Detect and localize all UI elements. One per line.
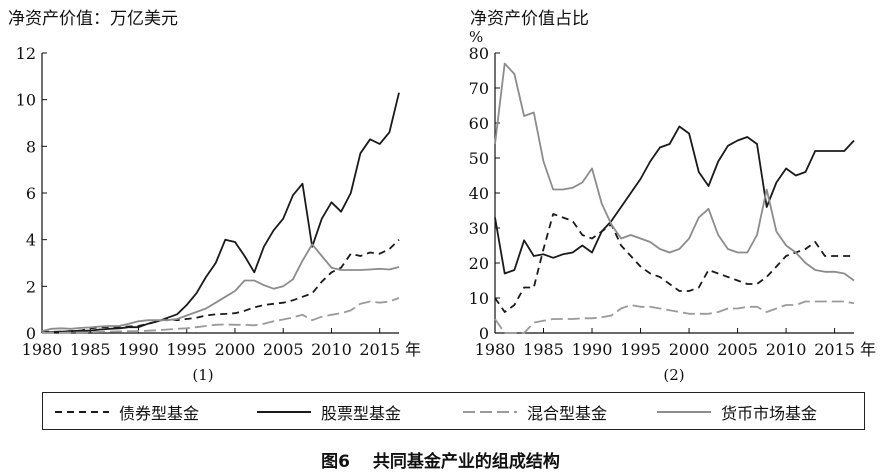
right-y-tick-label: 60 — [469, 114, 489, 133]
left-series-line-2 — [42, 297, 400, 334]
left-series-line-1 — [42, 92, 400, 334]
legend-item-equity: 股票型基金 — [255, 401, 401, 423]
right-x-tick-label: 2010 — [766, 340, 807, 359]
left-y-tick-label: 6 — [26, 184, 36, 203]
left-y-tick-label: 2 — [26, 277, 36, 296]
figure-caption: 图6 共同基金产业的组成结构 — [321, 452, 560, 472]
left-series-line-0 — [42, 239, 400, 333]
right-series-line-2 — [494, 300, 855, 334]
right-y-tick-label: 50 — [469, 149, 489, 168]
right-x-tick-label: 1995 — [620, 340, 661, 359]
right-series-line-0 — [494, 213, 854, 313]
left-y-tick-label: 10 — [16, 91, 36, 110]
right-chart-y-unit: % — [469, 28, 484, 46]
right-y-tick-label: 10 — [469, 289, 489, 308]
left-x-tick-label: 1990 — [118, 340, 159, 359]
left-chart-y-axis-label: 净资产价值：万亿美元 — [8, 9, 178, 29]
legend-swatch-bond — [55, 411, 109, 413]
right-x-tick-label: 1980 — [475, 340, 516, 359]
right-x-axis-label: 年 — [860, 340, 876, 359]
legend-label-hybrid: 混合型基金 — [527, 404, 608, 423]
right-chart: 0 10 20 30 40 50 60 70 80 1980 1985 1990 1995 2000 200… — [469, 44, 876, 359]
left-x-axis-label: 年 — [405, 340, 421, 359]
left-x-tick-label: 2010 — [311, 340, 352, 359]
right-x-tick-label: 1985 — [523, 340, 564, 359]
right-chart-y-axis-label: 净资产价值占比 — [470, 9, 589, 29]
right-y-tick-label: 20 — [469, 254, 489, 273]
right-x-tick-label: 1990 — [572, 340, 613, 359]
left-x-tick-label: 2000 — [215, 340, 256, 359]
right-x-tick-label: 2000 — [669, 340, 710, 359]
left-x-tick-label: 2005 — [263, 340, 304, 359]
left-x-tick-label: 1995 — [166, 340, 207, 359]
legend-label-equity: 股票型基金 — [321, 404, 402, 423]
right-y-tick-label: 0 — [479, 324, 489, 343]
right-series-line-1 — [494, 125, 855, 275]
right-x-tick-label: 2005 — [717, 340, 758, 359]
right-y-tick-label: 80 — [469, 44, 489, 63]
left-chart: 0 2 4 6 8 10 12 1980 1985 1990 1995 2000 2005 2010 201… — [16, 44, 421, 359]
legend-item-money-market: 货币市场基金 — [655, 401, 817, 423]
legend: 债券型基金 股票型基金 混合型基金 货币市场基金 — [42, 392, 865, 430]
legend-label-money-market: 货币市场基金 — [721, 404, 818, 423]
legend-item-hybrid: 混合型基金 — [461, 401, 607, 423]
legend-label-bond: 债券型基金 — [119, 404, 200, 423]
right-y-tick-label: 40 — [469, 184, 489, 203]
right-chart-subtitle: (2) — [663, 366, 685, 384]
legend-swatch-money-market — [657, 411, 711, 413]
left-chart-subtitle: (1) — [192, 366, 214, 384]
left-x-tick-label: 1985 — [70, 340, 111, 359]
left-series-line-3 — [41, 243, 400, 332]
legend-swatch-equity — [257, 411, 311, 413]
left-y-tick-label: 0 — [26, 324, 36, 343]
right-y-tick-label: 30 — [469, 219, 489, 238]
left-y-tick-label: 4 — [26, 231, 36, 250]
left-x-tick-label: 2015 — [359, 340, 400, 359]
right-y-tick-label: 70 — [469, 79, 489, 98]
right-series-line-3 — [494, 62, 855, 282]
right-x-tick-label: 2015 — [814, 340, 855, 359]
left-y-tick-label: 8 — [26, 137, 36, 156]
legend-swatch-hybrid — [463, 411, 517, 413]
legend-item-bond: 债券型基金 — [53, 401, 199, 423]
left-y-tick-label: 12 — [16, 44, 36, 63]
left-x-tick-label: 1980 — [22, 340, 63, 359]
